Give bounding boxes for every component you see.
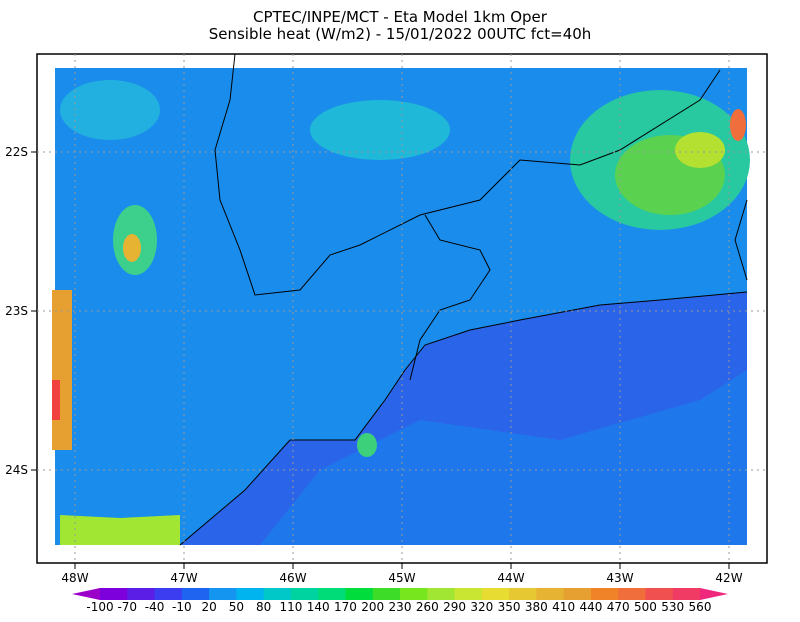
colorbar-box [181,588,210,600]
colorbar-box [100,588,128,600]
colorbar-label: 230 [389,600,412,614]
hot-spot [730,109,746,141]
lon-label: 43W [606,571,633,585]
lat-label: 22S [5,145,28,159]
warm-strip [60,515,180,545]
warm-area [675,132,725,168]
colorbar-box [536,588,565,600]
colorbar-label: 560 [689,600,712,614]
field [52,68,750,545]
colorbar: -100 -70 -40 -10 20 50 80 110 140 170 200 230 260 290… [72,588,728,614]
colorbar-box [672,588,701,600]
state-border [214,53,721,296]
colorbar-label: 50 [229,600,244,614]
sea-shade [260,370,747,545]
lon-label: 48W [61,571,88,585]
colorbar-box [590,588,619,600]
state-border [409,214,491,381]
colorbar-label: 470 [607,600,630,614]
colorbar-label: -70 [117,600,137,614]
colorbar-box [318,588,346,600]
colorbar-label: 380 [525,600,548,614]
colorbar-box [400,588,428,600]
colorbar-box [427,588,456,600]
lon-label: 45W [388,571,415,585]
colorbar-label: 170 [334,600,357,614]
colorbar-label: 410 [552,600,575,614]
colorbar-label: 200 [361,600,384,614]
colorbar-arrow [72,588,100,600]
mild-area [310,100,450,160]
subtitle: Sensible heat (W/m2) - 15/01/2022 00UTC … [209,25,592,43]
title: CPTEC/INPE/MCT - Eta Model 1km Oper [253,8,548,26]
mild-area [60,80,160,140]
lon-label: 47W [170,571,197,585]
lat-label: 23S [5,304,28,318]
colorbar-label: 500 [634,600,657,614]
colorbar-box [618,588,646,600]
colorbar-box [263,588,292,600]
grid: 48W 47W 46W 45W 44W 43W 42W 22S 23S 24S [5,54,767,585]
state-border [734,199,748,281]
colorbar-label: 20 [201,600,216,614]
colorbar-label: 290 [443,600,466,614]
colorbar-box [345,588,374,600]
lon-label: 46W [279,571,306,585]
colorbar-box [127,588,156,600]
colorbar-label: 140 [307,600,330,614]
colorbar-box [454,588,483,600]
lon-label: 42W [715,571,742,585]
colorbar-arrow [700,588,728,600]
colorbar-box [645,588,674,600]
colorbar-label: 440 [579,600,602,614]
lon-label: 44W [497,571,524,585]
colorbar-box [290,588,319,600]
colorbar-label: -100 [86,600,113,614]
island [357,433,377,457]
hot-spot [123,234,141,262]
colorbar-box [563,588,592,600]
colorbar-box [481,588,510,600]
colorbar-box [236,588,265,600]
colorbar-box [154,588,183,600]
colorbar-box [509,588,537,600]
borders [179,53,748,546]
colorbar-label: 260 [416,600,439,614]
colorbar-label: -10 [172,600,192,614]
hot-strip [52,290,72,450]
colorbar-label: -40 [145,600,165,614]
colorbar-box [372,588,401,600]
colorbar-label: 80 [256,600,271,614]
colorbar-box [209,588,237,600]
coastline [179,291,748,546]
colorbar-label: 530 [661,600,684,614]
colorbar-label: 350 [498,600,521,614]
colorbar-label: 320 [470,600,493,614]
hot-strip [52,380,60,420]
colorbar-label: 110 [279,600,302,614]
lat-label: 24S [5,463,28,477]
